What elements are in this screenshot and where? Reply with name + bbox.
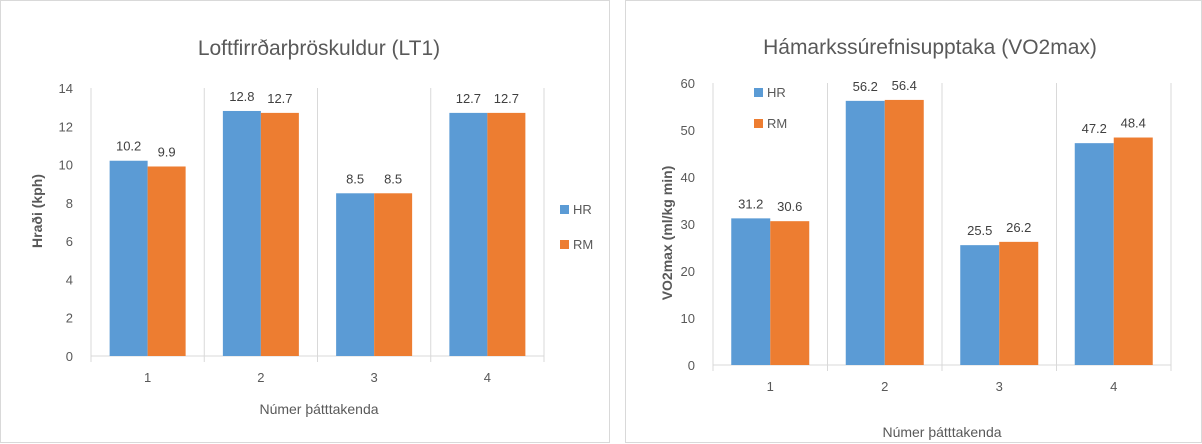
legend-swatch-rm (560, 240, 569, 249)
data-label: 30.6 (777, 199, 802, 214)
data-label: 12.7 (494, 91, 519, 106)
bar-rm (147, 166, 186, 356)
bar-hr (109, 160, 148, 356)
legend-swatch-hr (560, 205, 569, 214)
y-tick-label: 40 (681, 170, 695, 185)
data-label: 56.4 (892, 78, 917, 93)
y-tick-label: 50 (681, 123, 695, 138)
y-tick-label: 60 (681, 76, 695, 91)
y-tick-label: 4 (66, 272, 73, 287)
bar-hr (1074, 143, 1114, 365)
y-tick-label: 8 (66, 196, 73, 211)
x-tick-label: 1 (767, 379, 774, 394)
legend-label-rm: RM (573, 237, 593, 252)
data-label: 31.2 (738, 196, 763, 211)
y-tick-label: 14 (59, 81, 73, 96)
bar-rm (770, 221, 810, 365)
data-label: 8.5 (384, 171, 402, 186)
x-tick-label: 3 (371, 370, 378, 385)
y-tick-label: 10 (59, 158, 73, 173)
legend-label-hr: HR (573, 202, 592, 217)
data-label: 9.9 (158, 144, 176, 159)
chart-title: Hámarkssúrefnisupptaka (VO2max) (763, 36, 1097, 59)
bar-hr (731, 218, 771, 365)
y-tick-label: 6 (66, 234, 73, 249)
bar-hr (845, 100, 885, 366)
x-tick-label: 1 (144, 370, 151, 385)
x-axis-label: Númer þátttakenda (882, 424, 1001, 440)
chart-title: Loftfirrðarþröskuldur (LT1) (198, 37, 440, 60)
bar-rm (1113, 137, 1153, 365)
y-axis-label: VO2max (ml/kg min) (659, 166, 675, 301)
legend-swatch-rm (754, 119, 763, 128)
bar-rm (260, 112, 299, 356)
data-label: 47.2 (1082, 121, 1107, 136)
data-label: 12.7 (456, 91, 481, 106)
bar-hr (449, 112, 488, 356)
y-tick-label: 0 (688, 358, 695, 373)
data-label: 12.8 (229, 89, 254, 104)
data-label: 8.5 (346, 171, 364, 186)
bar-hr (336, 193, 375, 356)
y-tick-label: 30 (681, 217, 695, 232)
bar-rm (487, 112, 526, 356)
chart-lt1: Loftfirrðarþröskuldur (LT1) Hraði (kph) … (29, 37, 594, 417)
y-tick-label: 0 (66, 349, 73, 364)
bar-hr (222, 110, 261, 356)
bar-rm (884, 99, 924, 366)
data-label: 56.2 (853, 79, 878, 94)
x-tick-label: 2 (257, 370, 264, 385)
chart-panel-lt1: Loftfirrðarþröskuldur (LT1) Hraði (kph) … (0, 0, 610, 443)
y-tick-label: 2 (66, 311, 73, 326)
legend-label-hr: HR (767, 85, 786, 100)
data-label: 12.7 (267, 91, 292, 106)
chart-vo2max: Hámarkssúrefnisupptaka (VO2max) VO2max (… (659, 36, 1172, 440)
y-axis-label: Hraði (kph) (29, 174, 45, 248)
bar-rm (374, 193, 413, 356)
x-tick-label: 4 (1110, 379, 1117, 394)
legend-label-rm: RM (767, 116, 787, 131)
data-label: 26.2 (1006, 220, 1031, 235)
y-tick-label: 12 (59, 119, 73, 134)
bar-hr (960, 245, 1000, 365)
x-axis-label: Númer þátttakenda (259, 401, 378, 417)
y-tick-label: 20 (681, 264, 695, 279)
legend-swatch-hr (754, 88, 763, 97)
chart-marks: 0 10 20 30 40 50 60 31.2 30.6 1 56.2 56.4 2 25.5 26.2 3… (681, 76, 1172, 394)
y-tick-label: 10 (681, 311, 695, 326)
x-tick-label: 2 (881, 379, 888, 394)
chart-panel-vo2max: Hámarkssúrefnisupptaka (VO2max) VO2max (… (625, 0, 1202, 443)
data-label: 25.5 (967, 223, 992, 238)
x-tick-label: 4 (484, 370, 491, 385)
x-tick-label: 3 (996, 379, 1003, 394)
chart-marks: 0 2 4 6 8 10 12 14 10.2 9.9 1 12.8 12.7 2 8.5 8.5 3 12.7 1… (59, 81, 594, 385)
data-label: 10.2 (116, 139, 141, 154)
bar-rm (999, 241, 1039, 365)
data-label: 48.4 (1121, 116, 1146, 131)
